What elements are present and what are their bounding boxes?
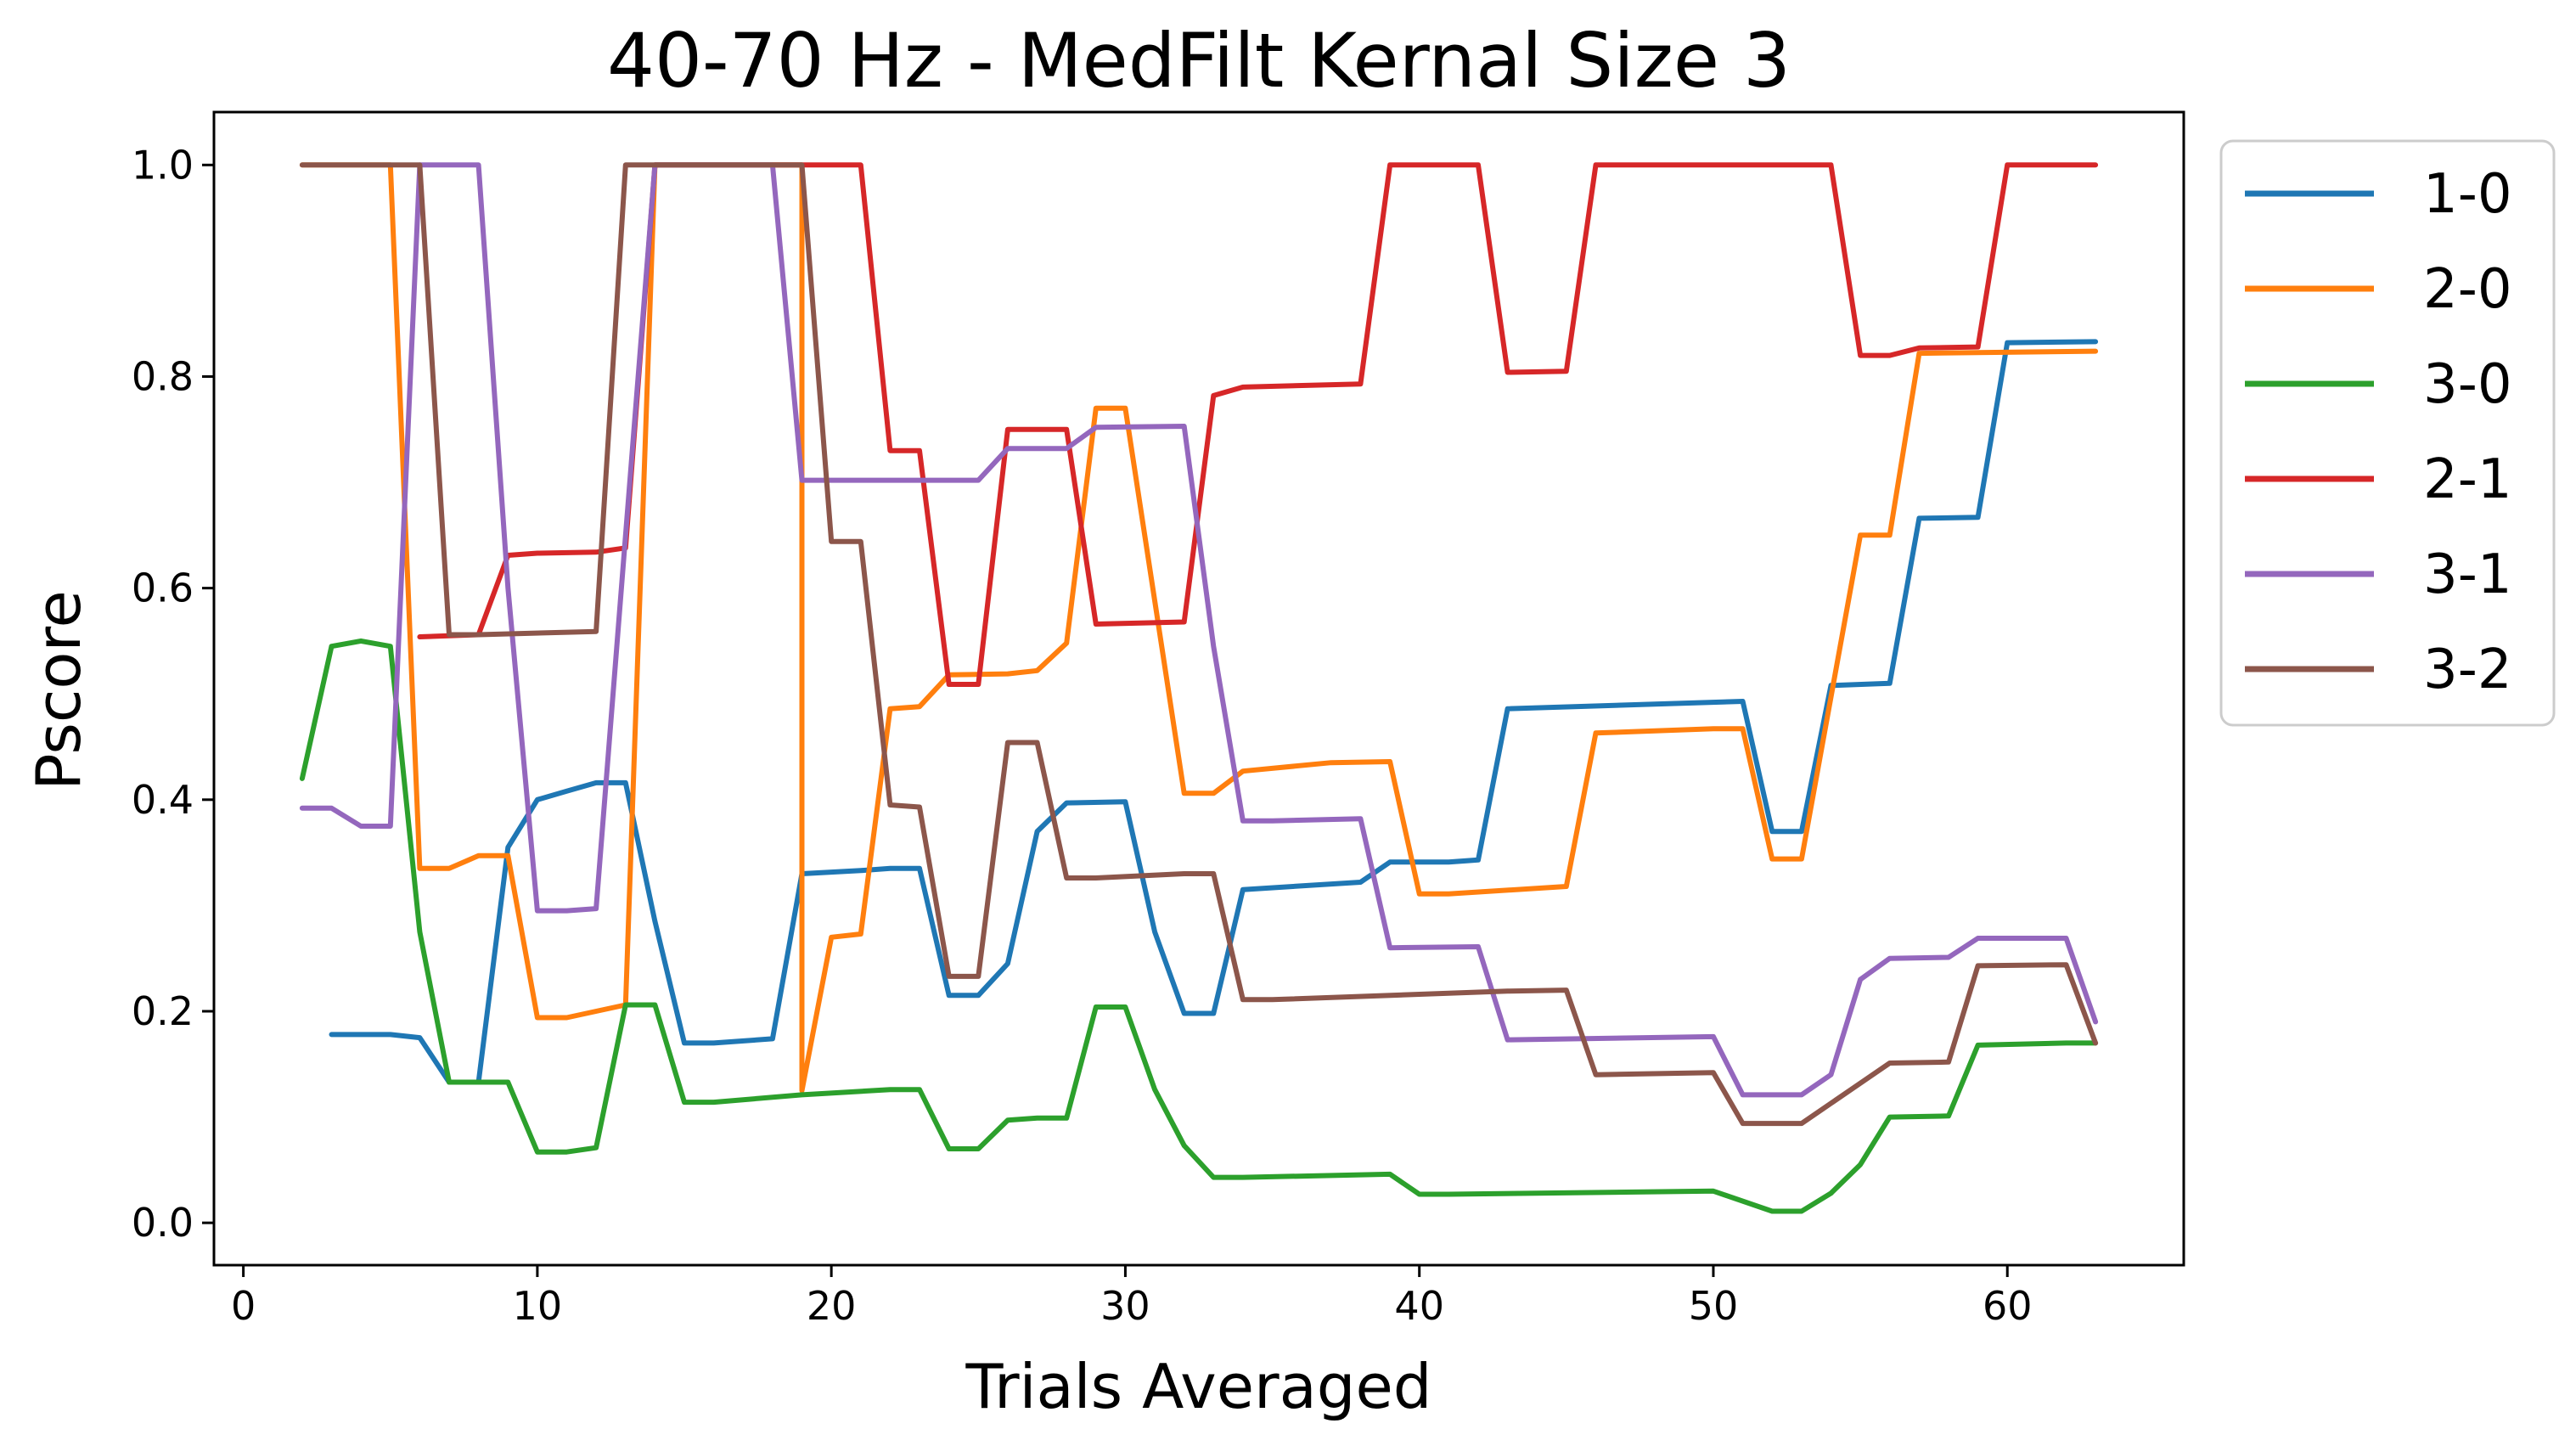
legend-box bbox=[2219, 139, 2556, 727]
x-tick-label: 30 bbox=[1100, 1283, 1150, 1329]
legend-label: 3-0 bbox=[2423, 353, 2512, 416]
legend-label: 2-0 bbox=[2423, 258, 2512, 321]
x-tick-label: 40 bbox=[1394, 1283, 1444, 1329]
y-axis-label: Pscore bbox=[23, 590, 94, 791]
legend-label: 3-1 bbox=[2423, 543, 2512, 606]
x-tick-label: 50 bbox=[1689, 1283, 1739, 1329]
legend: 1-0 2-0 3-0 2-1 3-1 3-2 bbox=[2219, 139, 2556, 727]
y-tick-label: 0.4 bbox=[132, 777, 194, 823]
plot-area bbox=[212, 110, 2185, 1267]
legend-entries: 1-0 2-0 3-0 2-1 3-1 3-2 bbox=[2245, 163, 2512, 701]
series-line-2-0 bbox=[299, 162, 2099, 1094]
y-tick-label: 0.6 bbox=[132, 565, 194, 611]
legend-label: 3-2 bbox=[2423, 639, 2512, 701]
x-axis: 0 10 20 30 40 50 60 bbox=[231, 1265, 2033, 1329]
plot-frame bbox=[212, 110, 2185, 1267]
x-tick-label: 0 bbox=[231, 1283, 256, 1329]
series-line-3-1 bbox=[299, 162, 2099, 1098]
y-axis: 0.0 0.2 0.4 0.6 0.8 1.0 bbox=[132, 142, 214, 1246]
x-tick-label: 20 bbox=[807, 1283, 857, 1329]
legend-label: 1-0 bbox=[2423, 163, 2512, 226]
x-axis-label: Trials Averaged bbox=[965, 1351, 1432, 1422]
y-tick-label: 1.0 bbox=[132, 142, 194, 188]
series-lines bbox=[299, 162, 2099, 1214]
legend-label: 2-1 bbox=[2423, 448, 2512, 511]
x-tick-label: 60 bbox=[1983, 1283, 2033, 1329]
series-line-1-0 bbox=[329, 339, 2099, 1085]
y-tick-label: 0.2 bbox=[132, 988, 194, 1034]
chart-title: 40-70 Hz - MedFilt Kernal Size 3 bbox=[607, 17, 1791, 104]
y-tick-label: 0.0 bbox=[132, 1200, 194, 1246]
x-tick-label: 10 bbox=[513, 1283, 563, 1329]
y-tick-label: 0.8 bbox=[132, 353, 194, 399]
series-line-3-0 bbox=[299, 638, 2099, 1214]
series-line-3-2 bbox=[299, 162, 2099, 1127]
